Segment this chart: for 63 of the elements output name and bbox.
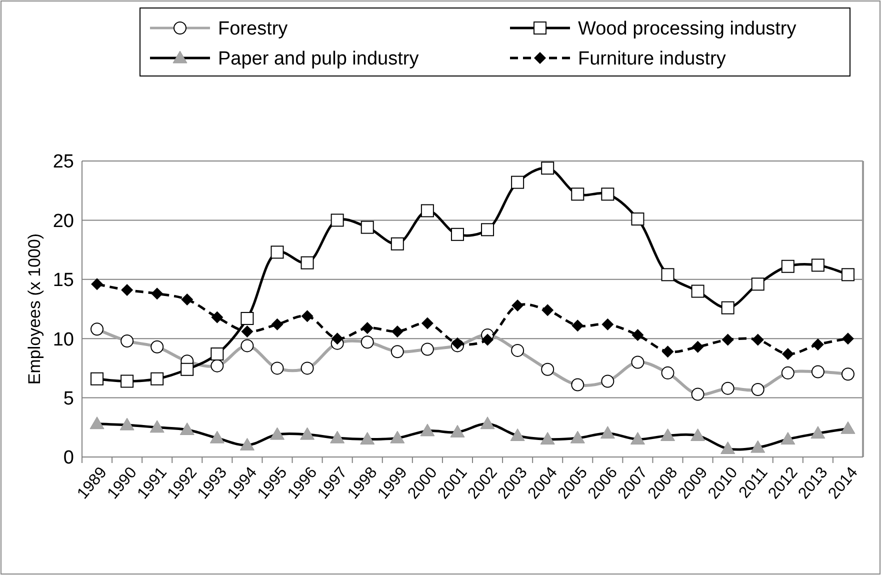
point: [811, 258, 824, 272]
point: [450, 228, 464, 241]
point: [300, 256, 314, 270]
point: [841, 268, 854, 282]
point: [271, 318, 284, 330]
point: [210, 347, 224, 360]
point: [121, 284, 134, 296]
point: [91, 278, 104, 290]
point: [390, 237, 404, 250]
point: [661, 268, 674, 282]
point: [240, 312, 254, 325]
point: [751, 278, 764, 291]
point: [602, 318, 614, 330]
y-tick-label: 0: [63, 448, 74, 469]
point: [270, 246, 284, 259]
point: [451, 337, 464, 350]
point: [420, 204, 434, 218]
point: [120, 374, 134, 388]
point: [812, 338, 824, 351]
point: [631, 212, 644, 226]
legend-label: Forestry: [218, 18, 288, 40]
legend-label: Wood processing industry: [578, 18, 797, 40]
point: [512, 299, 524, 312]
point: [241, 325, 254, 338]
point: [150, 372, 164, 386]
point: [721, 301, 734, 314]
point: [781, 260, 794, 273]
legend-label: Paper and pulp industry: [218, 48, 420, 70]
point: [330, 214, 344, 227]
point: [301, 310, 314, 322]
point: [421, 317, 434, 330]
point: [722, 334, 734, 346]
point: [181, 294, 194, 306]
point: [90, 372, 104, 386]
point: [482, 334, 494, 346]
point: [331, 332, 344, 345]
point: [391, 325, 404, 338]
point: [691, 284, 704, 298]
point: [151, 288, 164, 300]
point: [572, 320, 584, 332]
y-tick-label: 10: [52, 329, 74, 350]
y-tick-label: 15: [52, 270, 74, 292]
point: [542, 304, 554, 316]
point: [541, 162, 554, 175]
point: [511, 176, 524, 189]
point: [662, 346, 674, 358]
y-tick-label: 25: [52, 152, 74, 173]
y-tick-label: 20: [52, 210, 74, 232]
y-tick-label: 5: [63, 388, 74, 410]
point: [632, 329, 644, 342]
point: [571, 188, 584, 201]
point: [180, 362, 194, 376]
point: [211, 311, 224, 324]
point: [752, 334, 764, 346]
y-axis-title: Employees (x 1000): [25, 233, 44, 385]
legend-label: Furniture industry: [578, 48, 726, 70]
point: [481, 223, 494, 236]
point: [782, 348, 794, 360]
point: [692, 340, 704, 353]
point: [842, 332, 854, 345]
point: [360, 220, 374, 234]
point: [361, 322, 374, 334]
point: [601, 188, 614, 201]
